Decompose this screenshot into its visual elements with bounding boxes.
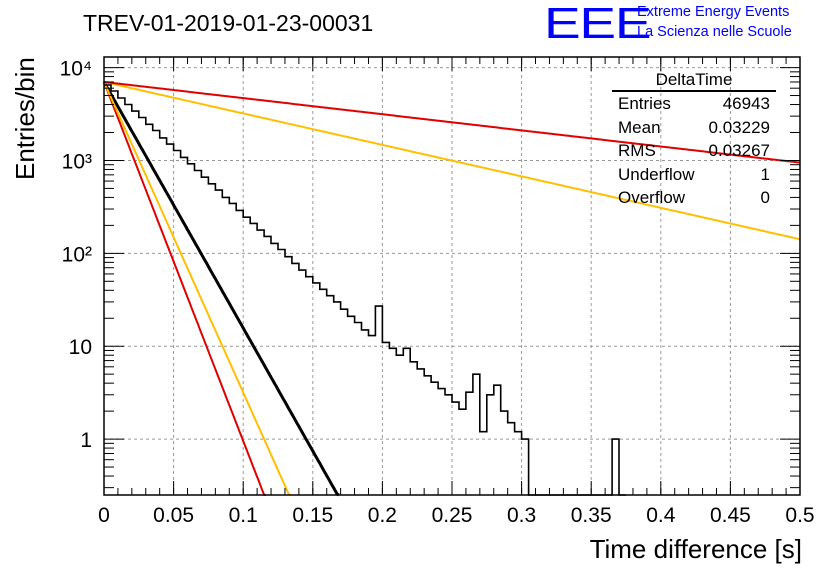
- brand-line-1: Extreme Energy Events: [637, 4, 790, 20]
- fit-curve: [103, 81, 801, 241]
- stats-label: Overflow: [618, 188, 686, 207]
- stats-row: Overflow 0: [610, 186, 780, 210]
- stats-value: 46943: [722, 94, 770, 113]
- x-tick-label: 0.25: [432, 504, 473, 527]
- fit-curve: [103, 81, 291, 496]
- fit-curve: [103, 81, 266, 496]
- stats-row: RMS 0.03267: [610, 139, 780, 163]
- stats-label: RMS: [618, 141, 656, 160]
- stats-label: Mean: [618, 117, 661, 137]
- fit-curve: [102, 81, 340, 497]
- stats-value: 1: [760, 164, 770, 184]
- x-tick-label: 0.1: [229, 504, 258, 527]
- x-tick-label: 0.15: [292, 504, 333, 527]
- histogram-bins: [104, 84, 626, 496]
- fit-curves: [102, 81, 801, 497]
- eee-logo: EEE: [544, 0, 652, 48]
- y-tick-label: 10³: [62, 150, 92, 173]
- y-tick-label: 1: [80, 429, 92, 452]
- brand-line-2: La Scienza nelle Scuole: [637, 24, 792, 40]
- x-tick-label: 0.45: [710, 504, 751, 527]
- x-tick-label: 0.35: [571, 504, 612, 527]
- x-tick-label: 0.3: [507, 504, 536, 527]
- stats-row: Entries 46943: [610, 92, 780, 116]
- y-tick-label: 10⁴: [60, 58, 92, 81]
- stats-title: DeltaTime: [612, 70, 776, 92]
- x-tick-label: 0.4: [646, 504, 676, 527]
- stats-label: Entries: [618, 94, 671, 113]
- fit-curve: [103, 81, 801, 164]
- y-tick-labels: 1 10 10² 10³ 10⁴: [60, 58, 92, 453]
- x-tick-label: 0.5: [785, 504, 814, 527]
- plot-title: TREV-01-2019-01-23-00031: [83, 10, 374, 36]
- x-axis-label: Time difference [s]: [589, 534, 802, 564]
- stats-value: 0: [760, 188, 770, 207]
- y-tick-label: 10: [69, 336, 92, 359]
- stats-value: 0.03267: [708, 141, 770, 160]
- x-tick-labels: 0 0.05 0.1 0.15 0.2 0.25 0.3 0.35 0.4 0.45 0.5: [98, 504, 814, 527]
- stats-row: Underflow 1: [610, 163, 780, 187]
- axis-ticks: [103, 57, 801, 495]
- x-tick-label: 0.05: [153, 504, 194, 527]
- stats-row: Mean 0.03229: [610, 116, 780, 140]
- stats-box: DeltaTime Entries 46943 Mean 0.03229 RMS 0.…: [610, 70, 780, 210]
- x-tick-label: 0: [98, 504, 110, 527]
- y-tick-label: 10²: [62, 243, 92, 266]
- histogram: [104, 84, 626, 496]
- y-axis-label: Entries/bin: [10, 57, 40, 180]
- stats-value: 0.03229: [708, 117, 770, 137]
- x-tick-label: 0.2: [368, 504, 397, 527]
- stats-label: Underflow: [618, 164, 695, 184]
